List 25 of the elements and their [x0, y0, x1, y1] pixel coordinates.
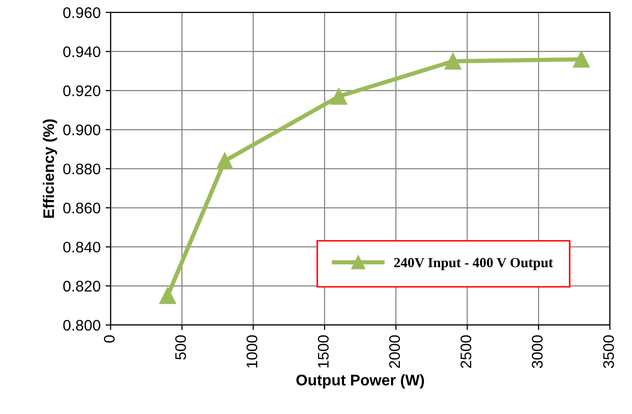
x-tick-label: 3000 — [532, 335, 543, 368]
point — [159, 287, 176, 304]
point — [444, 52, 462, 70]
point — [330, 88, 348, 105]
point — [216, 152, 234, 170]
y-tick-label: 0.820 — [63, 280, 100, 292]
x-tick-label: 500 — [175, 335, 186, 360]
y-axis-title: Efficiency (%) — [42, 119, 58, 218]
y-tick-label: 0.840 — [63, 242, 100, 253]
y-tick-label: 0.960 — [63, 7, 100, 18]
y-tick-label: 0.920 — [63, 85, 100, 96]
x-axis-title: Output Power (W) — [296, 374, 424, 388]
y-tick-label: 0.880 — [63, 164, 100, 174]
x-tick-label: 0 — [104, 335, 115, 343]
x-tick-label: 2000 — [389, 335, 400, 368]
point — [573, 50, 590, 68]
x-tick-label: 1500 — [318, 335, 329, 368]
y-tick-label: 0.940 — [63, 46, 100, 58]
x-tick-label: 3500 — [603, 335, 614, 368]
x-tick-label: 2500 — [460, 335, 472, 368]
y-tick-label: 0.800 — [63, 320, 100, 331]
x-tick-label: 1000 — [246, 335, 258, 368]
legend-label: 240V Input - 400 V Output — [394, 258, 553, 270]
y-tick-label: 0.900 — [63, 124, 100, 136]
y-tick-label: 0.860 — [63, 202, 100, 214]
